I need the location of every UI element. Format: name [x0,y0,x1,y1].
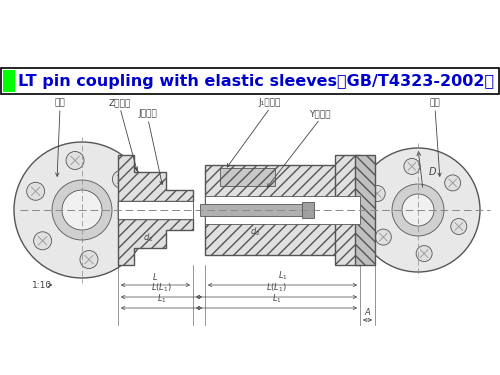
Text: $d_2$: $d_2$ [250,226,260,238]
Polygon shape [118,155,193,265]
Text: 标志: 标志 [54,98,66,107]
Circle shape [120,220,138,238]
Polygon shape [355,155,375,265]
Bar [220,168,275,186]
Bar [205,196,360,224]
Circle shape [444,175,460,191]
Text: 标志: 标志 [430,98,440,107]
Text: $d_1$: $d_1$ [143,232,153,244]
Text: $A$: $A$ [364,306,372,317]
Text: J型轴孔: J型轴孔 [138,109,158,118]
Text: LT pin coupling with elastic sleeves（GB/T4323-2002）: LT pin coupling with elastic sleeves（GB/… [18,74,494,89]
Circle shape [369,186,385,201]
Text: J₁型轴孔: J₁型轴孔 [259,98,281,107]
Circle shape [451,219,467,234]
Text: $L(L_1)$: $L(L_1)$ [266,282,287,294]
Circle shape [80,251,98,268]
Bar [200,204,310,216]
Circle shape [402,194,434,226]
Circle shape [112,170,130,188]
Text: Y型轴孔: Y型轴孔 [309,109,331,118]
Text: 1:10: 1:10 [32,280,52,290]
Circle shape [14,142,150,278]
Circle shape [66,152,84,170]
Circle shape [62,190,102,230]
Circle shape [392,184,444,236]
Circle shape [52,180,112,240]
Text: $L_1$: $L_1$ [272,292,281,305]
Text: $L(L_1)$: $L(L_1)$ [151,282,172,294]
Bar [118,201,193,219]
Text: $D$: $D$ [428,165,437,177]
Bar [302,202,314,218]
Bar [335,155,360,265]
Circle shape [376,229,392,245]
Circle shape [34,232,52,250]
Bar [3,70,15,92]
Circle shape [416,246,432,262]
Bar [205,165,360,255]
Circle shape [26,182,44,200]
Text: $L$: $L$ [152,271,158,282]
Circle shape [404,158,420,174]
Bar [1,68,499,94]
Circle shape [356,148,480,272]
Text: $L_1$: $L_1$ [156,292,166,305]
Text: $L_1$: $L_1$ [278,270,287,282]
Text: Z型轴孔: Z型轴孔 [109,98,131,107]
